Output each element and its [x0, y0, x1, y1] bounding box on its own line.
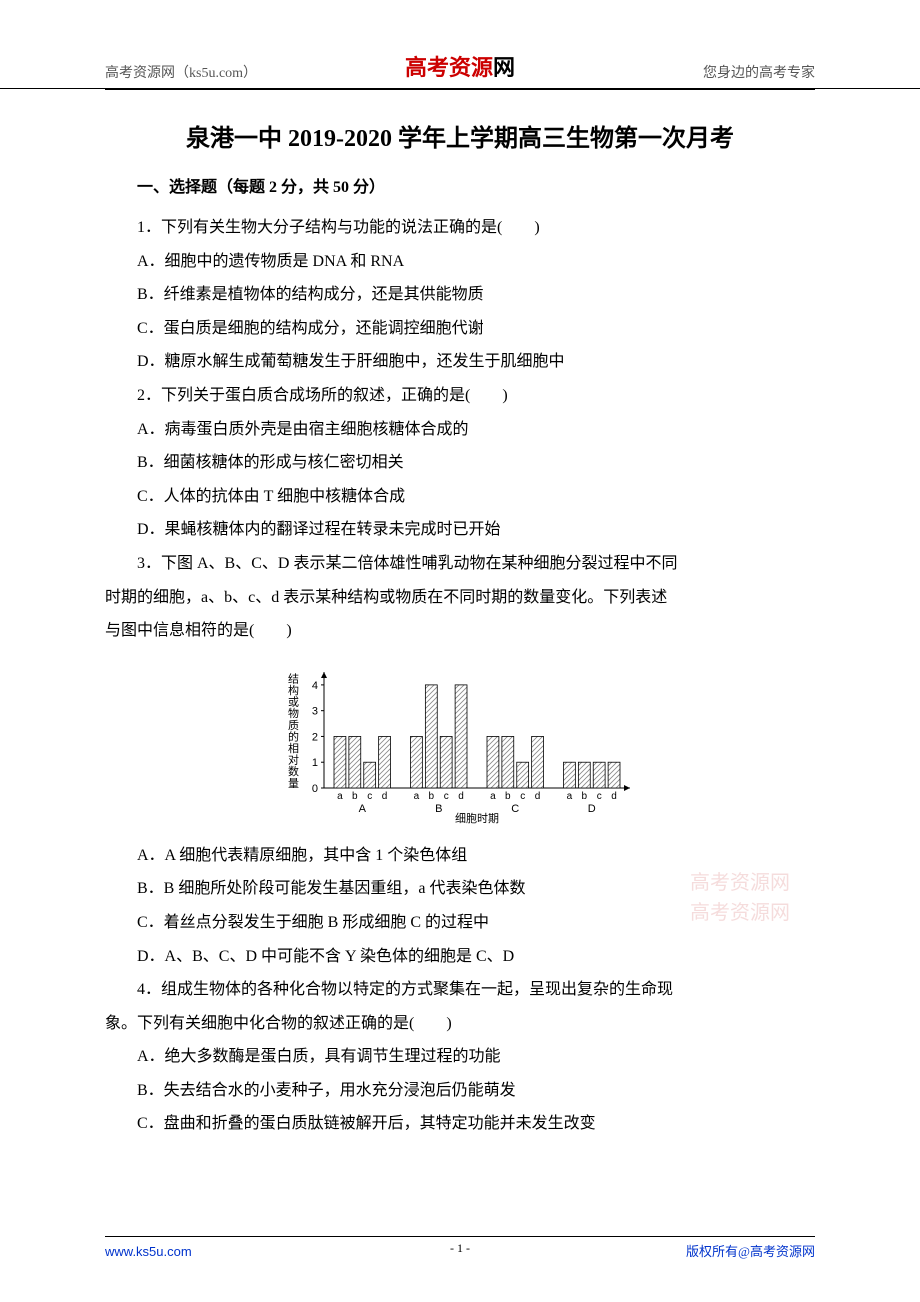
q1-option-c: C．蛋白质是细胞的结构成分，还能调控细胞代谢 [105, 312, 815, 346]
footer-row: www.ks5u.com - 1 - 版权所有@高考资源网 [105, 1241, 815, 1260]
svg-text:a: a [337, 791, 343, 802]
svg-text:a: a [567, 791, 573, 802]
q3-option-d: D．A、B、C、D 中可能不含 Y 染色体的细胞是 C、D [105, 940, 815, 974]
svg-text:c: c [444, 791, 449, 802]
svg-text:d: d [458, 791, 464, 802]
q2-option-b: B．细菌核糖体的形成与核仁密切相关 [105, 446, 815, 480]
q4-option-c: C．盘曲和折叠的蛋白质肽链被解开后，其特定功能并未发生改变 [105, 1107, 815, 1141]
svg-text:结: 结 [288, 672, 299, 685]
svg-text:构: 构 [288, 683, 299, 697]
svg-text:3: 3 [312, 705, 318, 717]
q3-option-b: B．B 细胞所处阶段可能发生基因重组，a 代表染色体数 [105, 872, 815, 906]
q2-option-c: C．人体的抗体由 T 细胞中核糖体合成 [105, 480, 815, 514]
svg-text:d: d [611, 791, 617, 802]
svg-text:0: 0 [312, 783, 318, 795]
q4-option-a: A．绝大多数酶是蛋白质，具有调节生理过程的功能 [105, 1040, 815, 1074]
section-heading: 一、选择题（每题 2 分，共 50 分） [105, 173, 815, 197]
q3-stem-line2: 时期的细胞，a、b、c、d 表示某种结构或物质在不同时期的数量变化。下列表述 [105, 581, 815, 615]
header-tagline: 您身边的高考专家 [703, 62, 815, 82]
header-logo-text: 高考资源网 [405, 50, 515, 82]
document-title: 泉港一中 2019-2020 学年上学期高三生物第一次月考 [105, 118, 815, 153]
q4-stem-line2: 象。下列有关细胞中化合物的叙述正确的是( ) [105, 1007, 815, 1041]
footer-page-number: - 1 - [450, 1241, 470, 1256]
q3-chart: 结构或物质的相对数量01234abcdAabcdBabcdCabcdD细胞时期 [105, 664, 815, 829]
svg-text:a: a [490, 791, 496, 802]
svg-text:d: d [382, 791, 388, 802]
svg-text:A: A [359, 803, 367, 815]
svg-text:对: 对 [288, 752, 299, 766]
svg-text:a: a [414, 791, 420, 802]
q2-option-d: D．果蝇核糖体内的翻译过程在转录未完成时已开始 [105, 513, 815, 547]
svg-text:或: 或 [288, 695, 299, 708]
svg-text:量: 量 [288, 777, 299, 790]
q3-option-a: A．A 细胞代表精原细胞，其中含 1 个染色体组 [105, 839, 815, 873]
svg-text:b: b [505, 791, 511, 802]
svg-text:的: 的 [288, 729, 299, 743]
svg-text:相: 相 [288, 742, 299, 755]
q2-stem: 2．下列关于蛋白质合成场所的叙述，正确的是( ) [105, 379, 815, 413]
footer-divider [105, 1236, 815, 1237]
q1-stem: 1．下列有关生物大分子结构与功能的说法正确的是( ) [105, 211, 815, 245]
q1-option-a: A．细胞中的遗传物质是 DNA 和 RNA [105, 245, 815, 279]
page-header: 高考资源网（ks5u.com） 高考资源网 您身边的高考专家 [0, 0, 920, 89]
svg-text:数: 数 [288, 765, 299, 778]
svg-text:质: 质 [288, 719, 299, 732]
svg-text:C: C [511, 803, 519, 815]
svg-text:c: c [597, 791, 602, 802]
header-logo-red: 高考资源 [405, 55, 493, 80]
q4-stem-line1: 4．组成生物体的各种化合物以特定的方式聚集在一起，呈现出复杂的生命现 [105, 973, 815, 1007]
svg-text:c: c [367, 791, 372, 802]
page-footer: www.ks5u.com - 1 - 版权所有@高考资源网 [105, 1236, 815, 1260]
header-logo-black: 网 [493, 55, 515, 80]
svg-text:c: c [520, 791, 525, 802]
svg-text:b: b [352, 791, 358, 802]
footer-url: www.ks5u.com [105, 1244, 192, 1259]
svg-text:4: 4 [312, 680, 318, 692]
q1-option-d: D．糖原水解生成葡萄糖发生于肝细胞中，还发生于肌细胞中 [105, 345, 815, 379]
svg-text:D: D [588, 803, 596, 815]
footer-copyright: 版权所有@高考资源网 [686, 1241, 815, 1260]
svg-text:b: b [582, 791, 588, 802]
document-body: 泉港一中 2019-2020 学年上学期高三生物第一次月考 一、选择题（每题 2… [0, 90, 920, 1141]
svg-text:b: b [429, 791, 435, 802]
bar-chart-svg: 结构或物质的相对数量01234abcdAabcdBabcdCabcdD细胞时期 [280, 664, 640, 824]
svg-text:d: d [535, 791, 541, 802]
svg-text:物: 物 [288, 706, 299, 720]
svg-text:B: B [435, 803, 442, 815]
svg-text:2: 2 [312, 731, 318, 743]
q3-stem-line3: 与图中信息相符的是( ) [105, 614, 815, 648]
q3-option-c: C．着丝点分裂发生于细胞 B 形成细胞 C 的过程中 [105, 906, 815, 940]
q4-option-b: B．失去结合水的小麦种子，用水充分浸泡后仍能萌发 [105, 1074, 815, 1108]
q3-stem-line1: 3．下图 A、B、C、D 表示某二倍体雄性哺乳动物在某种细胞分裂过程中不同 [105, 547, 815, 581]
q1-option-b: B．纤维素是植物体的结构成分，还是其供能物质 [105, 278, 815, 312]
svg-text:1: 1 [312, 757, 318, 769]
svg-text:细胞时期: 细胞时期 [455, 812, 499, 824]
q2-option-a: A．病毒蛋白质外壳是由宿主细胞核糖体合成的 [105, 413, 815, 447]
header-site-name: 高考资源网（ks5u.com） [105, 62, 257, 82]
